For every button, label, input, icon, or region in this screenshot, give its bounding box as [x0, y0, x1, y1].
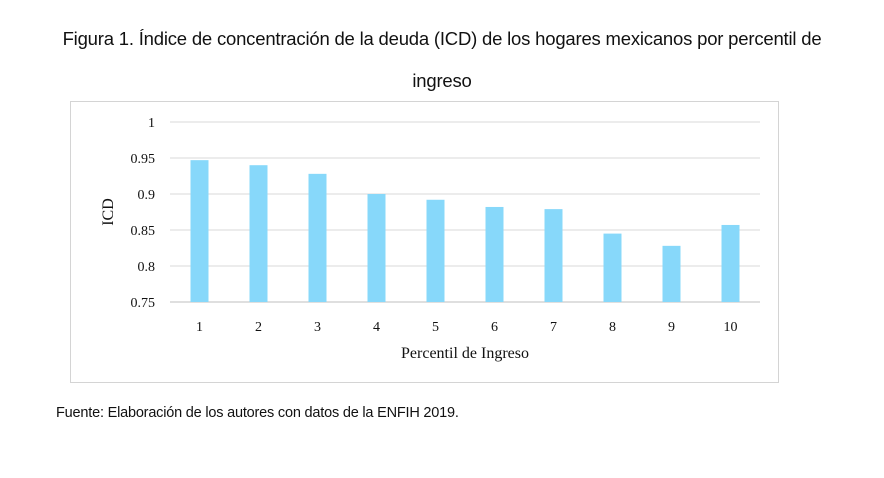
- bar: [190, 160, 209, 302]
- x-tick-label: 6: [491, 320, 498, 335]
- x-tick-label: 7: [550, 320, 557, 335]
- x-tick-label: 9: [668, 320, 675, 335]
- chart-frame: [70, 101, 779, 383]
- y-tick-label: 0.8: [138, 260, 156, 275]
- bars: [190, 160, 740, 302]
- x-tick-label: 2: [255, 320, 262, 335]
- x-tick-label: 3: [314, 320, 321, 335]
- chart-title-line-1: Figura 1. Índice de concentración de la …: [62, 28, 822, 49]
- x-tick-label: 5: [432, 320, 439, 335]
- x-tick-label: 1: [196, 320, 203, 335]
- bar: [426, 199, 445, 302]
- chart-title-line-2: ingreso: [412, 70, 472, 91]
- x-tick-labels: 1 2 3 4 5 6 7 8 9 10: [196, 320, 738, 335]
- x-tick-label: 4: [373, 320, 380, 335]
- x-axis-label: Percentil de Ingreso: [401, 345, 529, 362]
- chart-title: Figura 1. Índice de concentración de la …: [0, 18, 884, 102]
- y-tick-label: 1: [148, 116, 155, 131]
- source-note: Fuente: Elaboración de los autores con d…: [56, 405, 459, 421]
- bar: [603, 233, 622, 302]
- x-tick-label: 8: [609, 320, 616, 335]
- y-tick-label: 0.95: [131, 152, 156, 167]
- bar: [367, 194, 386, 302]
- bar: [308, 173, 327, 302]
- x-tick-label: 10: [724, 320, 738, 335]
- y-axis-label: ICD: [100, 198, 117, 226]
- bar: [544, 209, 563, 302]
- y-tick-labels: 0.75 0.8 0.85 0.9 0.95 1: [131, 116, 156, 311]
- bar: [721, 224, 740, 302]
- y-tick-label: 0.85: [131, 224, 156, 239]
- bar: [662, 245, 681, 302]
- bar: [249, 165, 268, 302]
- y-tick-label: 0.75: [131, 296, 156, 311]
- gridlines: [170, 121, 760, 303]
- bar: [485, 206, 504, 302]
- y-tick-label: 0.9: [138, 188, 156, 203]
